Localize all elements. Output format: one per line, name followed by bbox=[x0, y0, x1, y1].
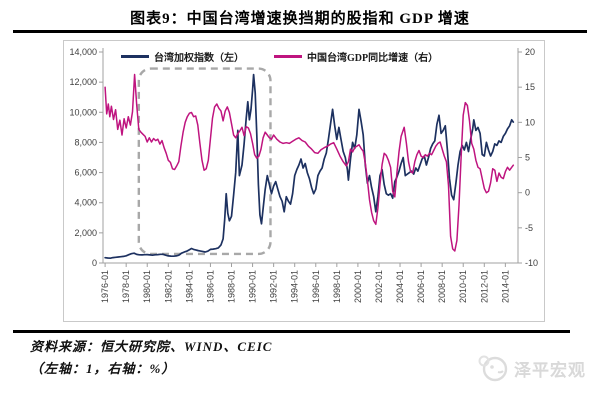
x-axis-tick-label: 2002-01 bbox=[374, 270, 384, 303]
x-axis-tick-label: 2006-01 bbox=[416, 270, 426, 303]
x-axis-tick-label: 1986-01 bbox=[205, 270, 215, 303]
stock-index-series-line bbox=[104, 73, 515, 260]
footer-divider bbox=[13, 330, 570, 333]
x-axis-tick-label: 1990-01 bbox=[248, 270, 258, 303]
title-divider bbox=[13, 30, 587, 33]
growth-shift-period-annotation-box bbox=[137, 67, 272, 256]
x-axis-tick-label: 2012-01 bbox=[479, 270, 489, 303]
chart-area: 0 2,000 4,000 6,000 8,000 10,000 12,000 14,000 -… bbox=[63, 40, 545, 322]
gdp-growth-series-line bbox=[104, 73, 515, 252]
x-axis-tick-label: 1998-01 bbox=[332, 270, 342, 303]
watermark-text: 泽平宏观 bbox=[514, 360, 586, 380]
x-axis-tick-label: 1978-01 bbox=[121, 270, 131, 303]
left-axis-tick-label: 10,000 bbox=[69, 107, 97, 117]
axis-unit-note: （左轴：1，右轴：%） bbox=[30, 361, 176, 376]
x-axis-tick-label: 1994-01 bbox=[290, 270, 300, 303]
x-axis-tick-label: 1980-01 bbox=[142, 270, 152, 303]
left-axis-tick-label: 0 bbox=[92, 258, 97, 268]
x-axis-tick-label: 1996-01 bbox=[311, 270, 321, 303]
right-axis-tick-label: 5 bbox=[525, 153, 530, 163]
x-axis-tick-label: 1982-01 bbox=[163, 270, 173, 303]
left-axis-tick-label: 8,000 bbox=[74, 137, 97, 147]
x-axis-tick-label: 1984-01 bbox=[184, 270, 194, 303]
x-axis-tick-label: 2008-01 bbox=[437, 270, 447, 303]
watermark: 泽平宏观 bbox=[476, 352, 586, 384]
left-axis-tick-label: 2,000 bbox=[74, 228, 97, 238]
right-axis-tick-label: 0 bbox=[525, 188, 530, 198]
legend-label-stock-index: 台湾加权指数（左） bbox=[154, 53, 244, 64]
legend-label-gdp-growth: 中国台湾GDP同比增速（右） bbox=[307, 53, 439, 64]
left-axis-tick-label: 4,000 bbox=[74, 198, 97, 208]
right-axis-tick-label: 15 bbox=[525, 82, 535, 92]
legend-entry-stock-index: 台湾加权指数（左） bbox=[121, 49, 244, 64]
x-axis-tick-label: 2014-01 bbox=[500, 270, 510, 303]
x-axis-tick-label: 1992-01 bbox=[269, 270, 279, 303]
stock-index-line-swatch bbox=[121, 55, 149, 58]
x-axis-tick-label: 2004-01 bbox=[395, 270, 405, 303]
right-axis-tick-label: 10 bbox=[525, 117, 535, 127]
x-axis-tick-label: 2000-01 bbox=[353, 270, 363, 303]
legend: 台湾加权指数（左） 中国台湾GDP同比增速（右） bbox=[121, 49, 438, 64]
chart-canvas: 0 2,000 4,000 6,000 8,000 10,000 12,000 14,000 -… bbox=[69, 47, 538, 303]
source-note: 资料来源：恒大研究院、WIND、CEIC bbox=[30, 339, 273, 354]
legend-entry-gdp-growth: 中国台湾GDP同比增速（右） bbox=[274, 49, 438, 64]
gdp-growth-line-swatch bbox=[274, 55, 302, 58]
left-axis-tick-label: 12,000 bbox=[69, 77, 97, 87]
x-axis-tick-label: 1988-01 bbox=[227, 270, 237, 303]
left-axis-tick-label: 14,000 bbox=[69, 47, 97, 57]
right-axis-tick-label: -5 bbox=[525, 223, 533, 233]
x-axis-tick-label: 1976-01 bbox=[100, 270, 110, 303]
right-axis-tick-label: -10 bbox=[525, 258, 538, 268]
x-axis-tick-label: 2010-01 bbox=[458, 270, 468, 303]
chart-title: 图表9：中国台湾增速换挡期的股指和 GDP 增速 bbox=[130, 11, 470, 27]
zepin-logo-icon bbox=[478, 355, 508, 382]
right-axis-tick-label: 20 bbox=[525, 47, 535, 57]
left-axis-tick-label: 6,000 bbox=[74, 168, 97, 178]
